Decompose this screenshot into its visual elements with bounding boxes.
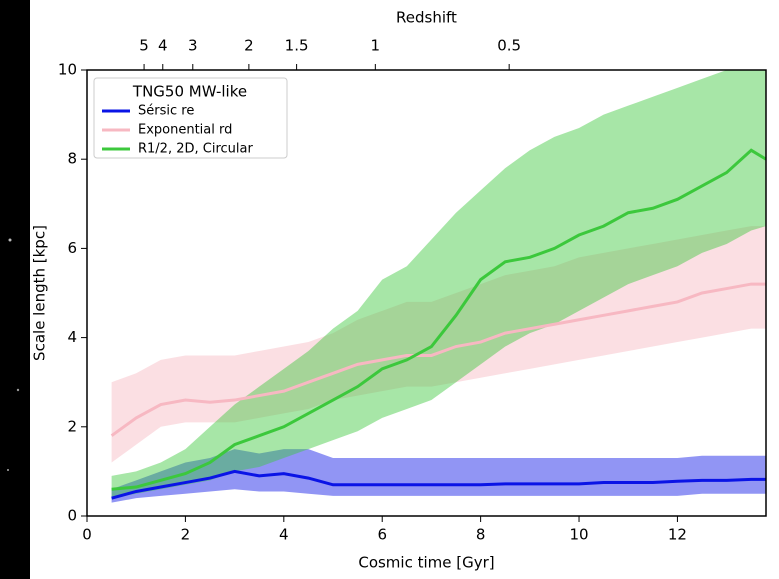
y-tick-label: 10	[58, 61, 77, 79]
y-tick-label: 4	[67, 328, 77, 346]
star	[8, 238, 12, 242]
band	[111, 70, 766, 499]
y-tick-label: 8	[67, 150, 77, 168]
x2-tick-label: 0.5	[497, 37, 521, 55]
band	[111, 226, 766, 463]
y-tick-label: 0	[67, 507, 77, 525]
x2-tick-label: 2	[244, 37, 254, 55]
x-tick-label: 0	[82, 526, 92, 544]
x2-tick-label: 1	[371, 37, 381, 55]
x-tick-label: 12	[668, 526, 687, 544]
x-tick-label: 10	[569, 526, 588, 544]
x2-axis-label: Redshift	[396, 9, 457, 27]
y-axis-label: Scale length [kpc]	[31, 225, 49, 361]
legend-label: Sérsic re	[138, 104, 194, 119]
legend-label: Exponential rd	[138, 123, 232, 138]
x-tick-label: 8	[476, 526, 486, 544]
x2-tick-label: 1.5	[285, 37, 309, 55]
band	[111, 449, 766, 503]
legend-label: R1/2, 2D, Circular	[138, 142, 253, 157]
legend-title: TNG50 MW-like	[132, 83, 247, 101]
median-line	[110, 282, 766, 437]
x-tick-label: 2	[181, 526, 191, 544]
plot-frame	[86, 69, 767, 517]
x-tick-label: 4	[279, 526, 289, 544]
y-tick-label: 2	[67, 417, 77, 435]
x2-tick-label: 4	[158, 37, 168, 55]
x2-tick-label: 3	[188, 37, 198, 55]
x2-tick-label: 5	[139, 37, 149, 55]
median-line	[111, 148, 766, 491]
star	[7, 469, 9, 471]
y-tick-label: 6	[67, 239, 77, 257]
median-line	[111, 469, 766, 500]
legend-box	[93, 77, 288, 159]
x-axis-label: Cosmic time [Gyr]	[358, 554, 494, 572]
x-tick-label: 6	[377, 526, 387, 544]
star	[16, 388, 20, 392]
